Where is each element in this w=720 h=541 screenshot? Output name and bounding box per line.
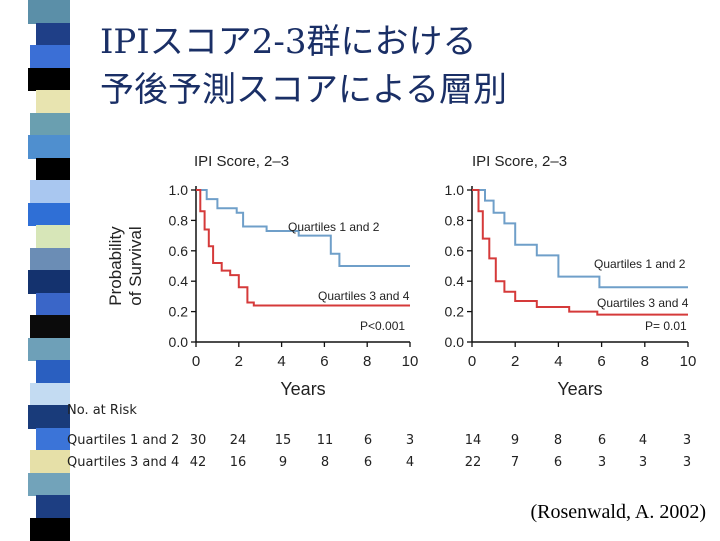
y-tick-label: 0.2 [445,304,465,320]
y-tick-label: 1.0 [445,182,465,198]
risk-count-right: 9 [500,433,530,448]
risk-count-left: 6 [353,455,383,470]
risk-count-left: 16 [223,455,253,470]
series-label: Quartiles 3 and 4 [318,289,410,303]
series-quartiles-1-2 [472,190,688,287]
risk-count-right: 3 [628,455,658,470]
y-tick-label: 0.6 [169,243,189,259]
y-tick-label: 0.8 [445,212,465,228]
chart-title: IPI Score, 2–3 [472,153,567,170]
y-axis-label: Probabilityof Survival [106,226,145,306]
risk-count-right: 22 [458,455,488,470]
risk-count-left: 6 [353,433,383,448]
x-tick-label: 4 [554,353,562,370]
chart-title: IPI Score, 2–3 [194,153,289,170]
risk-count-right: 14 [458,433,488,448]
risk-count-right: 3 [672,455,702,470]
y-tick-label: 0.2 [169,304,189,320]
x-tick-label: 6 [597,353,605,370]
p-value: P= 0.01 [645,319,687,333]
x-tick-label: 2 [511,353,519,370]
series-label: Quartiles 1 and 2 [594,257,686,271]
x-tick-label: 0 [468,353,476,370]
risk-count-right: 8 [543,433,573,448]
risk-row-label: Quartiles 1 and 2 [67,433,179,448]
risk-count-left: 24 [223,433,253,448]
x-tick-label: 0 [192,353,200,370]
y-tick-label: 1.0 [169,182,189,198]
y-tick-label: 0.0 [445,334,465,350]
risk-count-right: 7 [500,455,530,470]
risk-count-left: 3 [395,433,425,448]
x-tick-label: 2 [235,353,243,370]
x-tick-label: 8 [363,353,371,370]
risk-count-left: 4 [395,455,425,470]
risk-count-left: 42 [183,455,213,470]
y-tick-label: 0.4 [445,273,465,289]
series-label: Quartiles 3 and 4 [597,296,689,310]
risk-count-left: 11 [310,433,340,448]
x-tick-label: 10 [680,353,697,370]
risk-row-label: Quartiles 3 and 4 [67,455,179,470]
risk-count-left: 15 [268,433,298,448]
p-value: P<0.001 [360,319,405,333]
risk-table-heading: No. at Risk [67,403,137,418]
y-tick-label: 0.4 [169,273,189,289]
risk-count-right: 3 [587,455,617,470]
y-tick-label: 0.6 [445,243,465,259]
citation: (Rosenwald, A. 2002) [530,501,706,524]
x-tick-label: 6 [320,353,328,370]
risk-count-right: 6 [543,455,573,470]
x-axis-label: Years [557,379,602,399]
x-tick-label: 10 [402,353,419,370]
risk-count-left: 8 [310,455,340,470]
risk-count-right: 4 [628,433,658,448]
risk-count-left: 30 [183,433,213,448]
risk-count-right: 6 [587,433,617,448]
y-tick-label: 0.8 [169,212,189,228]
y-tick-label: 0.0 [169,334,189,350]
risk-count-right: 3 [672,433,702,448]
risk-count-left: 9 [268,455,298,470]
risk-heading-text: No. at Risk [67,403,137,418]
x-tick-label: 4 [277,353,285,370]
series-label: Quartiles 1 and 2 [288,220,380,234]
x-tick-label: 8 [641,353,649,370]
x-axis-label: Years [280,379,325,399]
